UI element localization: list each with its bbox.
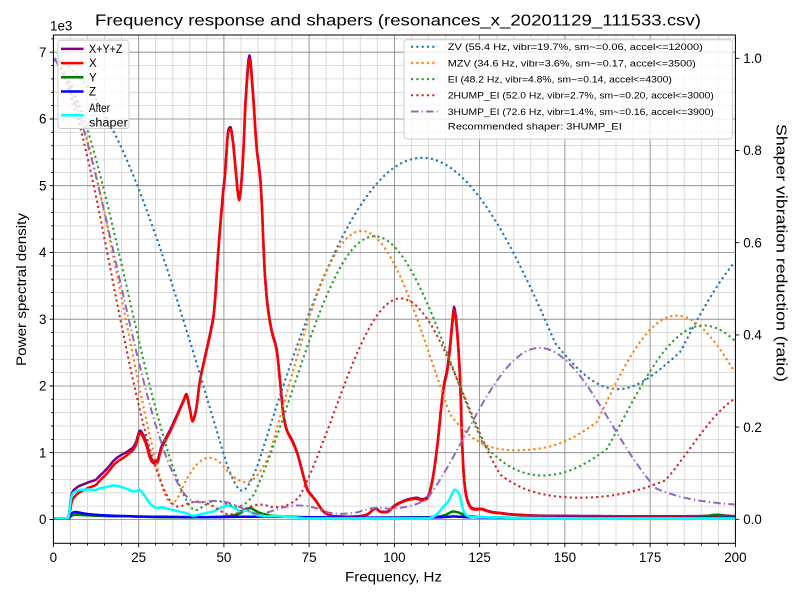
svg-text:ZV (55.4 Hz, vibr=19.7%, sm~=0: ZV (55.4 Hz, vibr=19.7%, sm~=0.06, accel… bbox=[448, 42, 703, 53]
svg-text:1: 1 bbox=[39, 445, 46, 460]
svg-text:Y: Y bbox=[89, 72, 97, 84]
svg-text:X: X bbox=[89, 58, 97, 70]
svg-text:2HUMP_EI (52.0 Hz, vibr=2.7%,: 2HUMP_EI (52.0 Hz, vibr=2.7%, sm~=0.20, … bbox=[448, 91, 714, 102]
svg-text:1.0: 1.0 bbox=[743, 51, 762, 66]
svg-text:200: 200 bbox=[724, 550, 746, 565]
svg-text:0: 0 bbox=[50, 550, 57, 565]
svg-text:2: 2 bbox=[39, 379, 46, 394]
svg-text:Power spectral density: Power spectral density bbox=[14, 213, 29, 366]
svg-text:125: 125 bbox=[468, 550, 490, 565]
svg-text:4: 4 bbox=[39, 245, 47, 260]
svg-text:After: After bbox=[89, 103, 110, 115]
svg-text:MZV (34.6 Hz, vibr=3.6%, sm~=0: MZV (34.6 Hz, vibr=3.6%, sm~=0.17, accel… bbox=[448, 58, 696, 69]
svg-text:175: 175 bbox=[639, 550, 661, 565]
svg-text:100: 100 bbox=[383, 550, 405, 565]
svg-text:EI (48.2 Hz, vibr=4.8%, sm~=0.: EI (48.2 Hz, vibr=4.8%, sm~=0.14, accel<… bbox=[448, 75, 672, 86]
svg-text:Z: Z bbox=[89, 87, 96, 99]
svg-text:shaper: shaper bbox=[89, 117, 128, 129]
svg-text:6: 6 bbox=[39, 112, 46, 127]
svg-text:Frequency response and shapers: Frequency response and shapers (resonanc… bbox=[95, 13, 701, 30]
svg-text:Shaper vibration reduction (ra: Shaper vibration reduction (ratio) bbox=[773, 124, 789, 382]
svg-text:7: 7 bbox=[39, 45, 46, 60]
svg-text:0.8: 0.8 bbox=[743, 143, 762, 158]
svg-text:5: 5 bbox=[39, 178, 46, 193]
svg-text:3: 3 bbox=[39, 312, 46, 327]
svg-text:0.6: 0.6 bbox=[743, 235, 762, 250]
svg-text:50: 50 bbox=[216, 550, 231, 565]
svg-text:0.0: 0.0 bbox=[743, 512, 762, 527]
svg-text:0.4: 0.4 bbox=[743, 328, 762, 343]
svg-text:1e3: 1e3 bbox=[50, 19, 72, 34]
svg-text:0.2: 0.2 bbox=[743, 420, 762, 435]
svg-text:150: 150 bbox=[554, 550, 576, 565]
svg-text:25: 25 bbox=[131, 550, 146, 565]
svg-text:3HUMP_EI (72.6 Hz, vibr=1.4%,: 3HUMP_EI (72.6 Hz, vibr=1.4%, sm~=0.16, … bbox=[448, 107, 714, 118]
svg-text:0: 0 bbox=[39, 512, 46, 527]
svg-text:Frequency, Hz: Frequency, Hz bbox=[345, 570, 442, 585]
svg-text:X+Y+Z: X+Y+Z bbox=[89, 44, 123, 56]
svg-text:75: 75 bbox=[302, 550, 317, 565]
svg-text:Recommended shaper: 3HUMP_EI: Recommended shaper: 3HUMP_EI bbox=[448, 121, 622, 132]
